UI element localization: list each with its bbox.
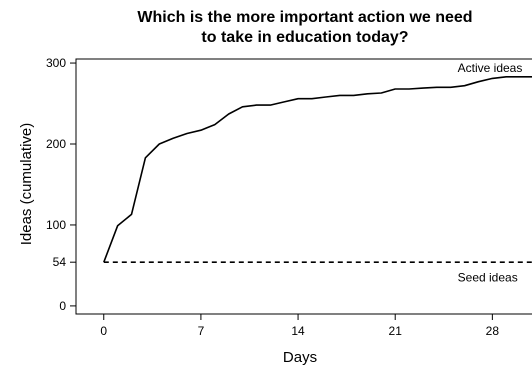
y-tick-label: 200: [46, 137, 66, 151]
x-tick-label: 7: [198, 324, 205, 338]
x-axis-label: Days: [283, 349, 317, 366]
x-tick-label: 14: [291, 324, 305, 338]
y-axis-label: Ideas (cumulative): [18, 123, 35, 246]
annotations-group: Active ideas Seed ideas: [458, 61, 523, 285]
x-axis: 0 7 14 21 28: [100, 314, 499, 338]
x-tick-label: 21: [389, 324, 403, 338]
x-tick-label: 0: [100, 324, 107, 338]
chart-title-line-1: Which is the more important action we ne…: [137, 9, 472, 26]
y-tick-label: 100: [46, 218, 66, 232]
x-tick-label: 28: [486, 324, 500, 338]
chart-title-line-2: to take in education today?: [201, 29, 408, 46]
y-tick-label: 54: [53, 255, 67, 269]
y-tick-label: 300: [46, 56, 66, 70]
series-group: [103, 76, 532, 264]
plot-area-frame: [75, 58, 532, 315]
annotation-label: Active ideas: [458, 61, 523, 75]
y-axis: 0 54 100 200 300: [46, 56, 76, 313]
series-line-active-ideas: [103, 76, 532, 263]
y-tick-label: 0: [59, 299, 66, 313]
annotation-label: Seed ideas: [458, 271, 518, 285]
